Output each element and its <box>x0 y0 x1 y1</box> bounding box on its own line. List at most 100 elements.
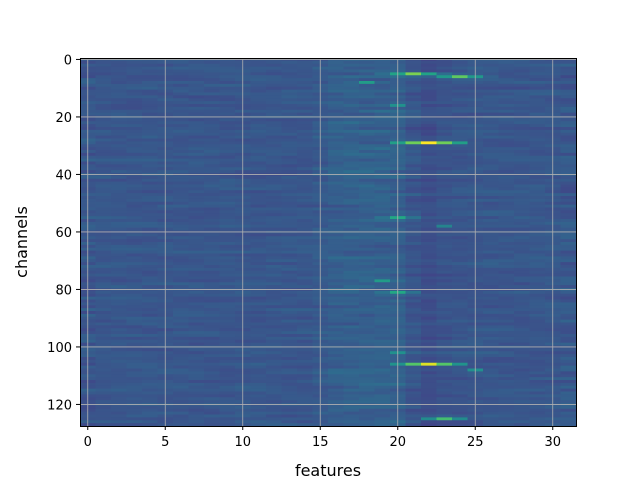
heatmap-cell <box>142 336 158 341</box>
heatmap-cell <box>560 382 577 387</box>
heatmap-cell <box>281 210 298 214</box>
heatmap-cell <box>266 219 282 223</box>
heatmap-cell <box>374 342 391 346</box>
heatmap-cell <box>281 196 298 200</box>
heatmap-cell <box>204 420 220 424</box>
heatmap-cell <box>281 198 298 203</box>
heatmap-cell <box>204 362 220 367</box>
heatmap-cell <box>188 78 205 82</box>
heatmap-cell <box>266 181 282 185</box>
heatmap-cell <box>529 236 546 240</box>
heatmap-cell <box>421 75 437 79</box>
heatmap-cell <box>250 319 267 323</box>
heatmap-cell <box>529 420 546 424</box>
heatmap-cell <box>126 175 143 180</box>
heatmap-cell <box>297 95 313 99</box>
heatmap-cell <box>560 285 577 289</box>
heatmap-cell <box>188 420 205 424</box>
heatmap-cell <box>126 98 143 102</box>
heatmap-cell <box>343 299 360 303</box>
heatmap-cell <box>421 190 437 194</box>
heatmap-cell <box>374 290 391 295</box>
heatmap-cell <box>204 155 220 160</box>
heatmap-cell <box>452 175 468 180</box>
heatmap-cell <box>297 334 313 338</box>
heatmap-cell <box>173 351 189 355</box>
heatmap-cell <box>126 368 143 372</box>
heatmap-cell <box>250 279 267 283</box>
heatmap-cell <box>374 161 391 165</box>
heatmap-cell <box>436 380 453 384</box>
heatmap-cell <box>498 201 515 206</box>
heatmap-cell <box>452 178 468 183</box>
heatmap-cell <box>514 135 530 139</box>
heatmap-cell <box>498 285 515 289</box>
heatmap-cell <box>142 247 158 252</box>
heatmap-cell <box>250 190 267 194</box>
heatmap-cell <box>328 414 344 418</box>
heatmap-cell <box>359 371 375 375</box>
heatmap-cell <box>250 420 267 424</box>
heatmap-cell <box>173 141 189 145</box>
heatmap-cell <box>142 69 158 73</box>
heatmap-cell <box>421 109 437 114</box>
heatmap-cell <box>343 256 360 260</box>
heatmap-cell <box>483 60 499 65</box>
heatmap-cell <box>204 305 220 309</box>
heatmap-cell <box>483 339 499 344</box>
heatmap-cell <box>266 420 282 424</box>
heatmap-cell <box>483 224 499 229</box>
heatmap-cell <box>204 78 220 82</box>
heatmap-cell <box>142 253 158 257</box>
heatmap-cell <box>266 60 282 65</box>
heatmap-cell <box>142 308 158 312</box>
heatmap-cell <box>483 348 499 352</box>
heatmap-cell <box>111 368 127 372</box>
heatmap-cell <box>95 181 112 185</box>
heatmap-cell <box>529 279 546 283</box>
heatmap-cell <box>126 135 143 139</box>
heatmap-cell <box>421 66 437 70</box>
heatmap-cell <box>250 250 267 254</box>
heatmap-cell <box>219 262 236 266</box>
heatmap-cell <box>95 342 112 346</box>
heatmap-cell <box>405 285 422 289</box>
heatmap-cell <box>328 198 344 203</box>
y-tick-label: 40 <box>55 168 72 183</box>
heatmap-cell <box>142 181 158 185</box>
heatmap-cell <box>250 187 267 191</box>
heatmap-cell <box>281 244 298 249</box>
heatmap-cell <box>359 95 375 99</box>
heatmap-cell <box>95 279 112 283</box>
heatmap-cell <box>173 129 189 134</box>
heatmap-cell <box>421 247 437 252</box>
heatmap-cell <box>359 210 375 214</box>
heatmap-cell <box>343 152 360 157</box>
heatmap-cell <box>281 279 298 283</box>
heatmap-cell <box>173 242 189 246</box>
heatmap-cell <box>514 285 530 289</box>
heatmap-cell <box>359 106 375 111</box>
heatmap-cell <box>529 319 546 323</box>
heatmap-cell <box>142 132 158 137</box>
heatmap-cell <box>421 267 437 272</box>
heatmap-cell <box>405 420 422 424</box>
heatmap-cell <box>188 95 205 99</box>
heatmap-cell <box>483 250 499 254</box>
heatmap-cell <box>142 170 158 174</box>
heatmap-cell <box>266 322 282 326</box>
heatmap-cell <box>436 227 453 231</box>
heatmap-cell <box>219 121 236 125</box>
heatmap-cell <box>421 101 437 105</box>
heatmap-cell <box>436 259 453 263</box>
heatmap-cell <box>343 144 360 148</box>
heatmap-cell <box>266 69 282 73</box>
heatmap-cell <box>374 112 391 116</box>
heatmap-cell <box>343 385 360 390</box>
heatmap-cell <box>188 161 205 165</box>
heatmap-cell <box>204 101 220 105</box>
heatmap-cell <box>560 193 577 197</box>
heatmap-cell <box>343 132 360 137</box>
heatmap-cell <box>498 86 515 91</box>
heatmap-cell <box>514 81 530 85</box>
